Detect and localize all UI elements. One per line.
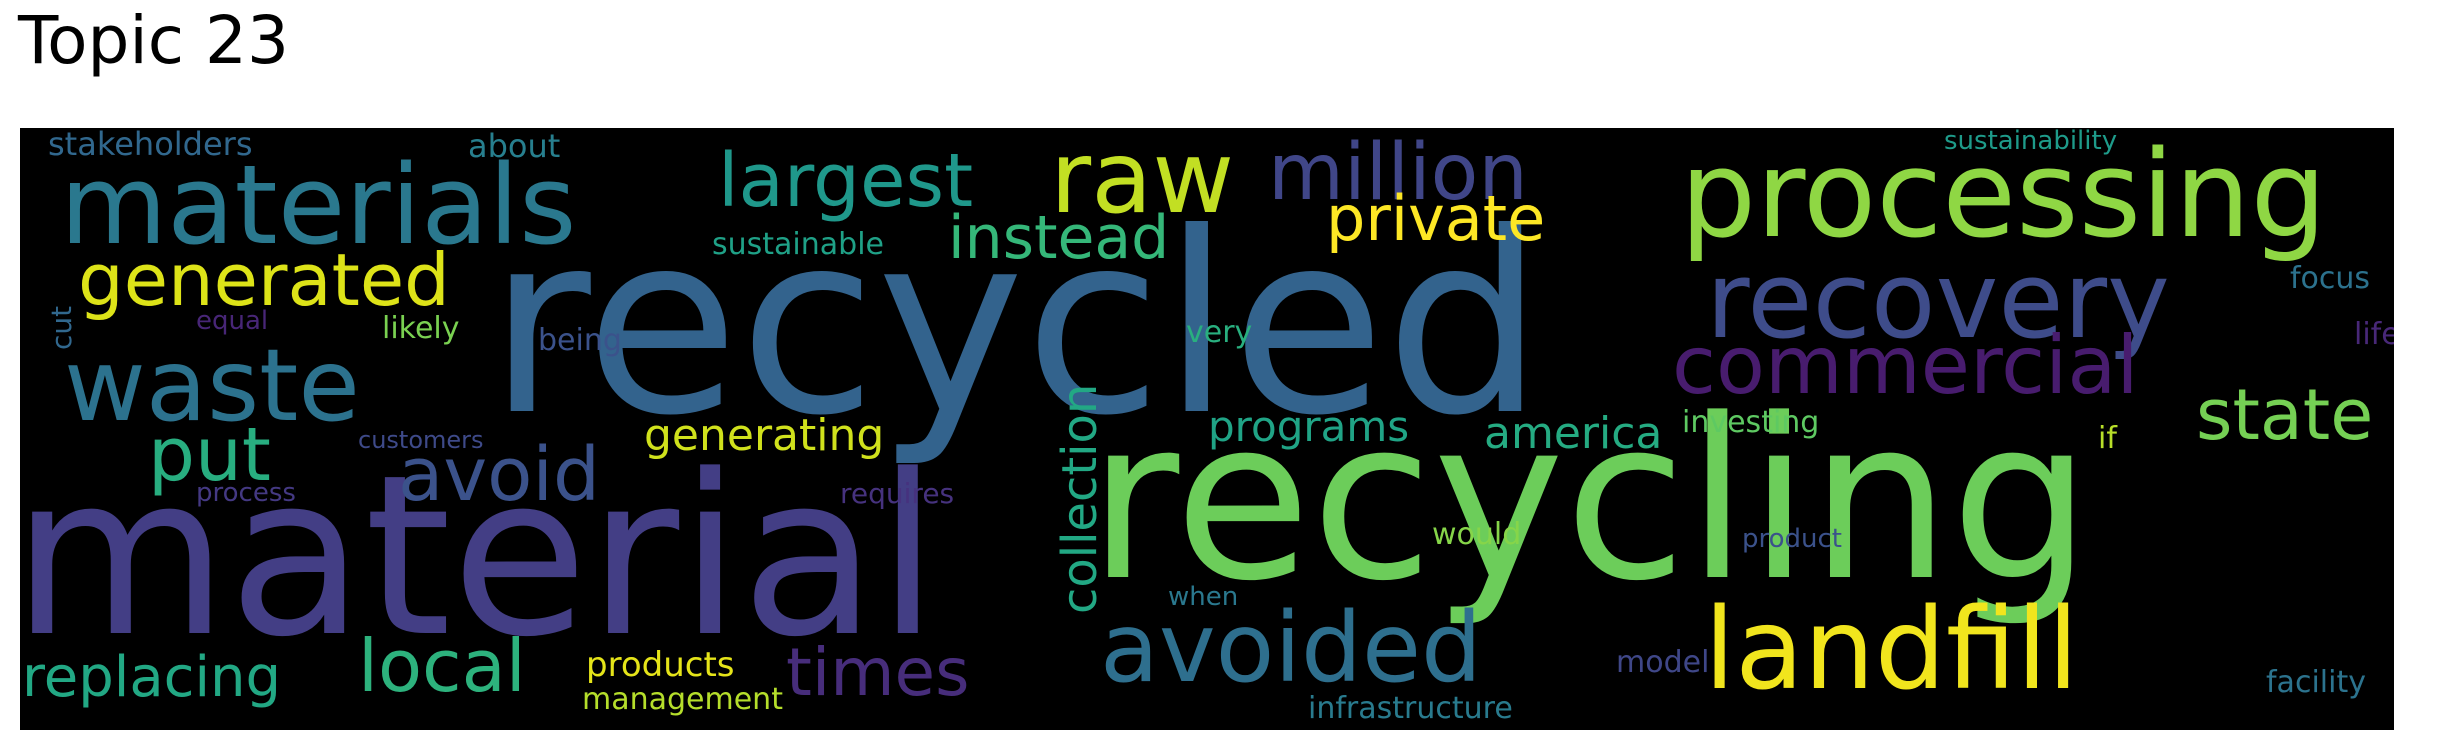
word-raw: raw	[1050, 128, 1235, 236]
word-avoid: avoid	[398, 432, 600, 518]
word-if: if	[2098, 421, 2117, 456]
word-times: times	[786, 634, 970, 711]
word-infrastructure: infrastructure	[1308, 691, 1513, 726]
word-sustainability: sustainability	[1944, 128, 2118, 156]
word-america: america	[1484, 408, 1663, 459]
word-investing: investing	[1682, 405, 1820, 440]
page-title: Topic 23	[18, 2, 289, 79]
word-avoided: avoided	[1100, 592, 1482, 704]
word-being: being	[538, 323, 622, 358]
word-generated: generated	[78, 238, 450, 322]
word-programs: programs	[1208, 402, 1410, 451]
word-facility: facility	[2266, 665, 2366, 700]
word-commercial: commercial	[1672, 319, 2139, 412]
word-stakeholders: stakeholders	[48, 128, 253, 163]
word-recycled: recycled	[488, 179, 1544, 470]
word-private: private	[1326, 182, 1546, 255]
word-state: state	[2196, 374, 2374, 456]
word-customers: customers	[358, 426, 484, 454]
word-cut: cut	[45, 305, 78, 350]
word-equal: equal	[196, 306, 269, 336]
word-products: products	[586, 645, 735, 685]
word-recycling: recycling	[1088, 372, 2092, 630]
word-about: about	[468, 128, 561, 165]
word-cloud: recycled material recycling materials pr…	[20, 128, 2394, 730]
word-product: product	[1742, 524, 1843, 554]
word-likely: likely	[382, 311, 460, 346]
word-management: management	[582, 682, 783, 717]
word-model: model	[1616, 645, 1710, 680]
word-material: material	[20, 428, 939, 686]
word-very: very	[1186, 315, 1253, 350]
word-requires: requires	[840, 477, 955, 510]
word-collection: collection	[1052, 383, 1108, 614]
word-instead: instead	[948, 203, 1170, 273]
word-local: local	[358, 624, 526, 708]
word-largest: largest	[718, 138, 974, 224]
word-waste: waste	[64, 327, 360, 444]
word-recovery: recovery	[1706, 239, 2170, 362]
word-sustainable: sustainable	[712, 227, 884, 262]
word-life: life	[2354, 317, 2394, 352]
word-focus: focus	[2290, 261, 2371, 296]
word-landfill: landfill	[1704, 585, 2079, 715]
word-process: process	[196, 478, 296, 508]
word-would: would	[1432, 517, 1522, 552]
word-materials: materials	[60, 141, 577, 269]
word-generating: generating	[644, 410, 885, 461]
word-replacing: replacing	[22, 645, 282, 710]
word-million: million	[1268, 128, 1528, 218]
word-processing: processing	[1680, 128, 2327, 265]
word-put: put	[148, 412, 271, 498]
word-when: when	[1168, 582, 1239, 612]
